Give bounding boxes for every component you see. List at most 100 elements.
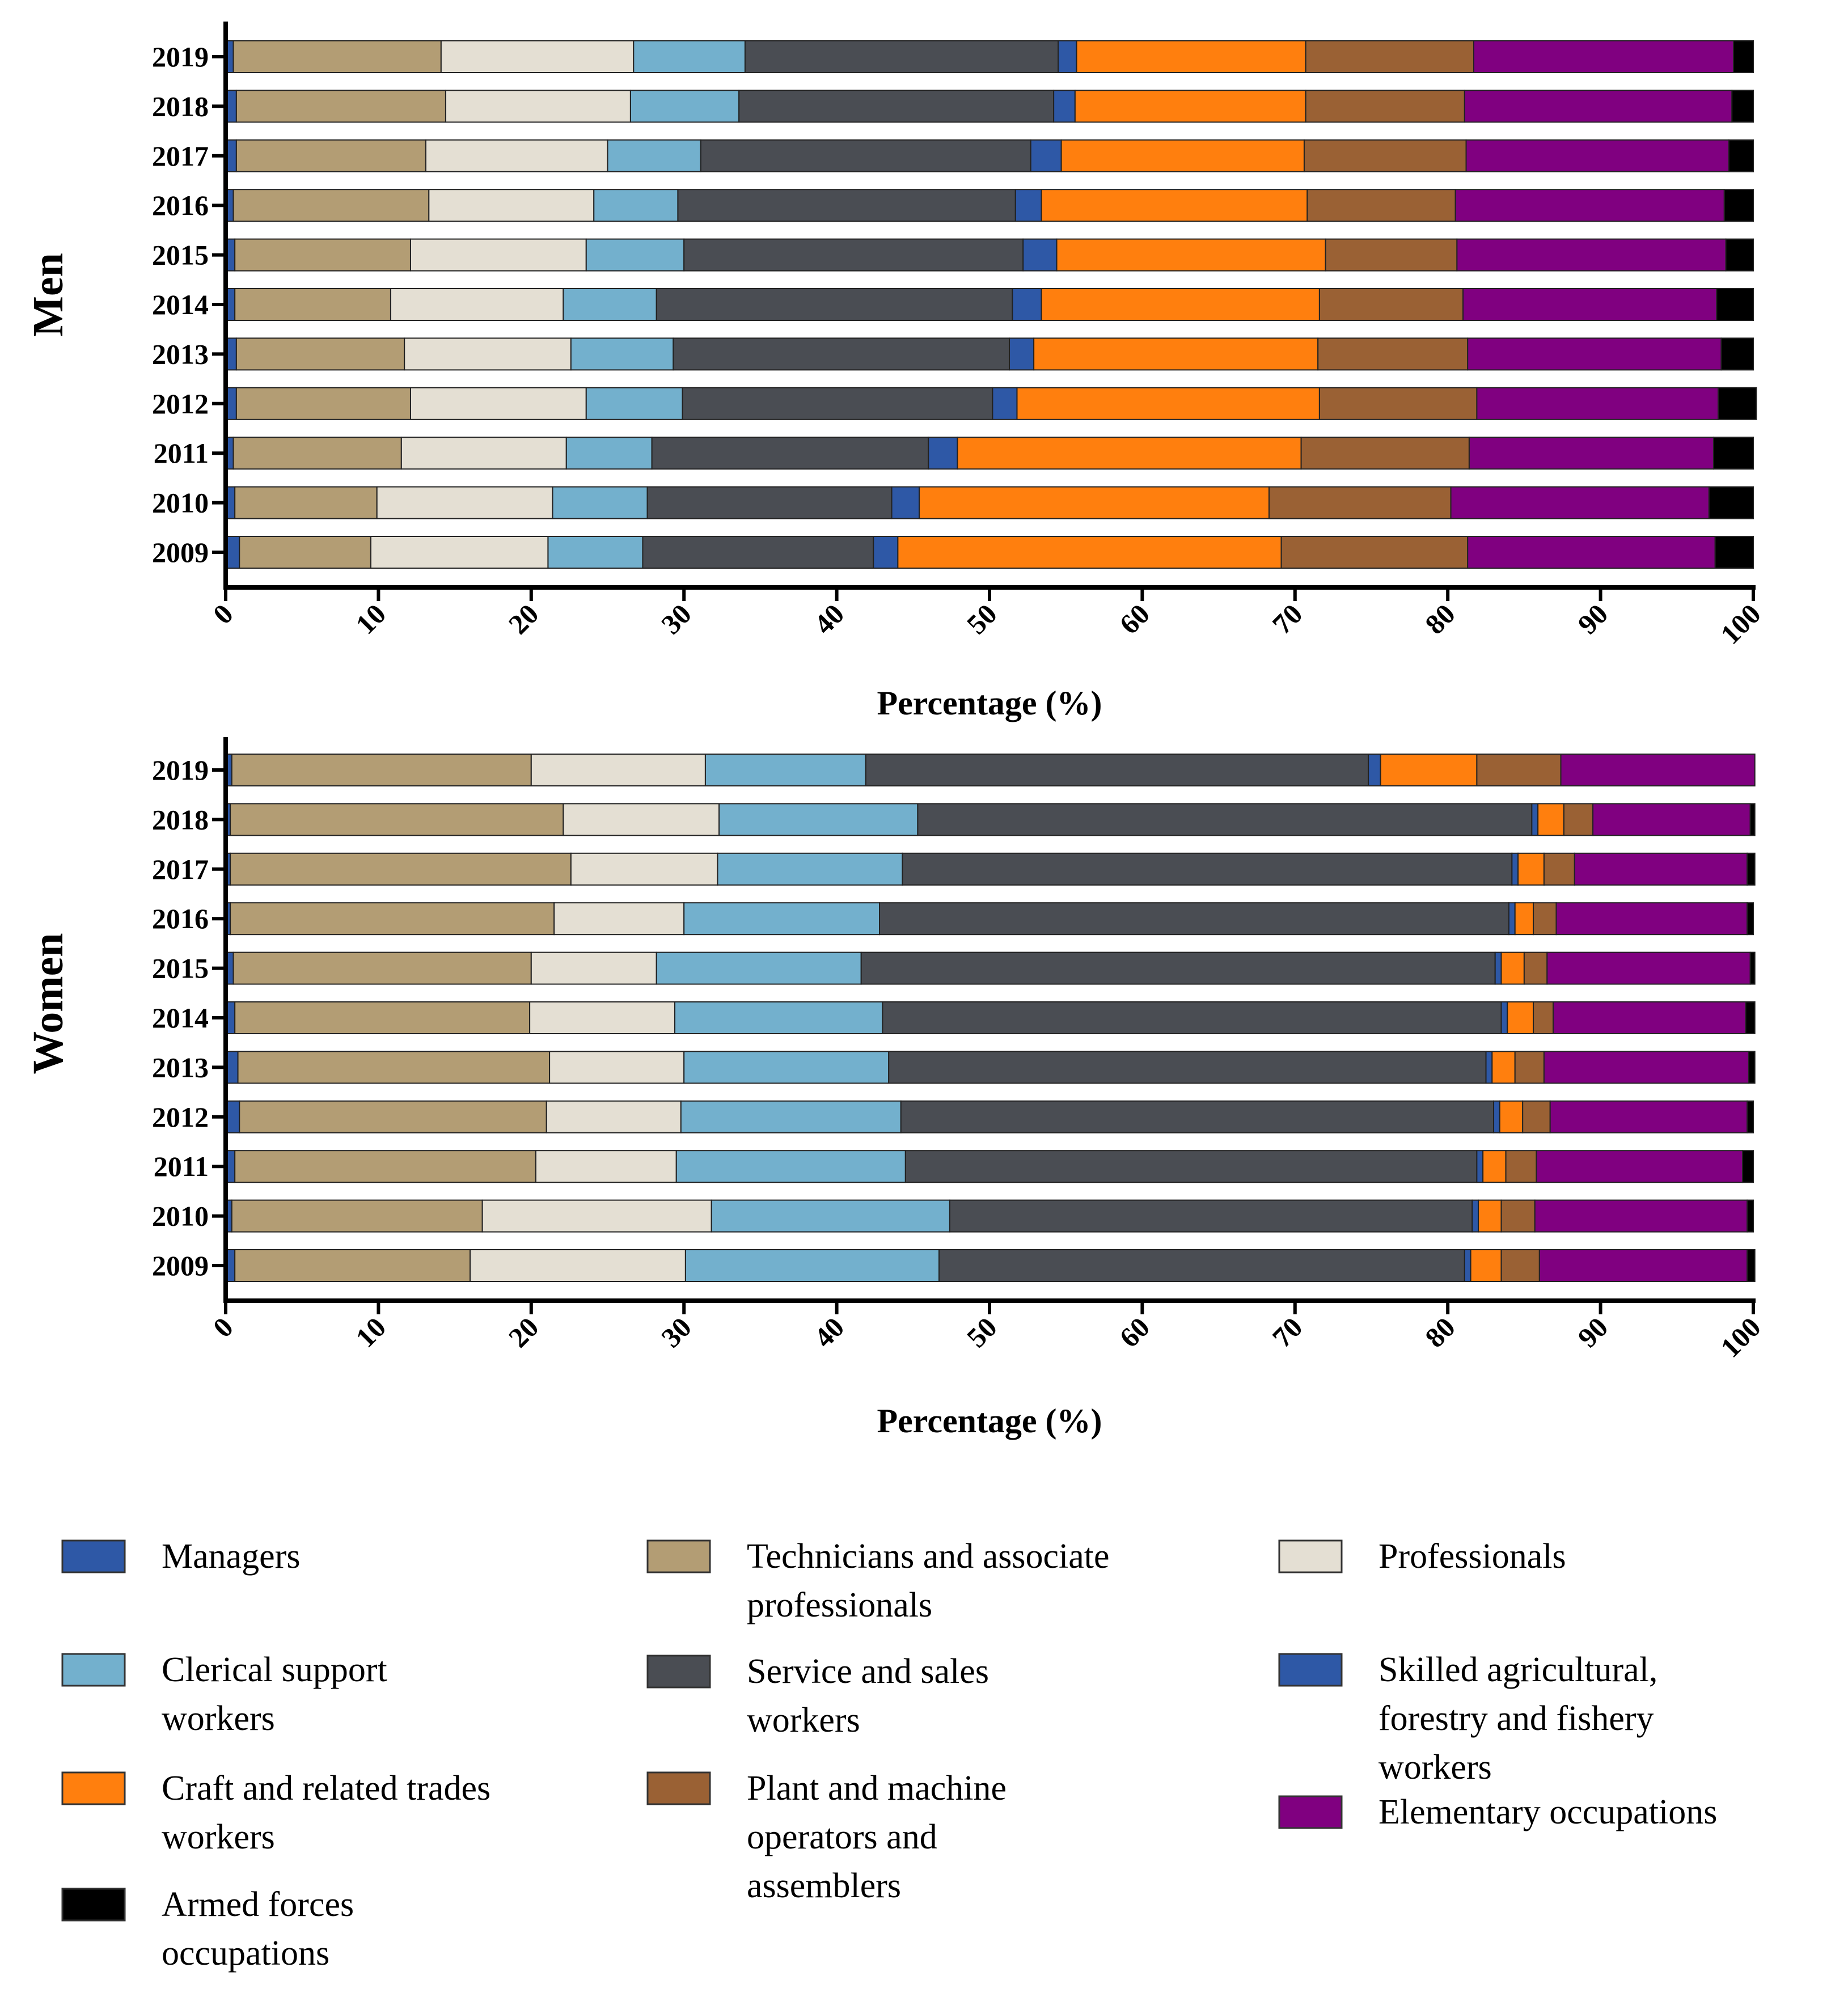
bar-segment-plant-and-machine-operators-and-assemblers	[1306, 189, 1456, 222]
legend-swatch	[61, 1771, 126, 1805]
bar-segment-skilled-agricultural-forestry-and-fishery-workers	[1014, 189, 1042, 222]
legend-label: Plant and machine	[747, 1769, 1007, 1808]
bar-segment-clerical-support-workers	[704, 754, 866, 786]
bar-segment-professionals	[376, 486, 553, 519]
legend-label: Service and sales	[747, 1652, 989, 1691]
bar-segment-clerical-support-workers	[684, 1249, 940, 1282]
x-tick-label: 100	[1714, 1311, 1767, 1364]
bar-segment-clerical-support-workers	[718, 803, 919, 836]
x-tick-label: 50	[961, 1311, 1003, 1353]
bar-row-2010	[225, 1199, 1754, 1233]
bar-segment-service-and-sales-workers	[744, 40, 1059, 73]
legend-label: workers	[747, 1701, 860, 1740]
bar-segment-clerical-support-workers	[629, 90, 740, 123]
x-tick-label: 10	[349, 1311, 392, 1353]
legend-item-elementary-occupations: Elementary occupations	[1278, 1793, 1717, 1831]
y-tick-label: 2010	[152, 487, 209, 519]
bar-segment-plant-and-machine-operators-and-assemblers	[1505, 1150, 1537, 1183]
y-tick-label: 2012	[152, 1101, 209, 1133]
bar-segment-elementary-occupations	[1476, 387, 1719, 420]
bar-segment-service-and-sales-workers	[646, 486, 893, 519]
bar-segment-skilled-agricultural-forestry-and-fishery-workers	[1508, 902, 1516, 936]
bar-segment-technicians-and-associate-professionals	[232, 951, 532, 985]
bar-segment-elementary-occupations	[1468, 437, 1714, 470]
bar-segment-armed-forces-occupations	[1749, 951, 1756, 985]
bar-row-2010	[225, 486, 1754, 519]
bar-segment-technicians-and-associate-professionals	[234, 486, 378, 519]
x-tick-label: 70	[1266, 598, 1309, 640]
bar-segment-armed-forces-occupations	[1749, 803, 1756, 836]
y-tick-label: 2019	[152, 754, 209, 786]
bar-segment-professionals	[563, 803, 720, 836]
y-tick-label: 2016	[152, 189, 209, 221]
bar-segment-skilled-agricultural-forestry-and-fishery-workers	[1009, 337, 1035, 371]
legend-label: Managers	[162, 1537, 300, 1576]
y-tick-label: 2014	[152, 289, 209, 320]
bar-segment-professionals	[409, 387, 587, 420]
bar-segment-craft-and-related-trades-workers	[897, 536, 1282, 569]
bar-segment-elementary-occupations	[1462, 288, 1718, 321]
bar-segment-plant-and-machine-operators-and-assemblers	[1305, 40, 1474, 73]
legend: Managers Technicians and associate profess…	[61, 1537, 1717, 1973]
bar-segment-professionals	[370, 536, 549, 569]
x-axis-title: Percentage (%)	[877, 684, 1102, 722]
y-tick-label: 2017	[152, 140, 209, 172]
bar-row-2013	[225, 1051, 1756, 1084]
legend-item-service-and-sales-workers: Service and sales workers	[646, 1652, 989, 1740]
bar-segment-skilled-agricultural-forestry-and-fishery-workers	[1493, 1100, 1500, 1133]
bar-row-2009	[225, 536, 1754, 569]
bar-segment-armed-forces-occupations	[1723, 189, 1754, 222]
bar-segment-skilled-agricultural-forestry-and-fishery-workers	[928, 437, 958, 470]
bar-segment-skilled-agricultural-forestry-and-fishery-workers	[1022, 238, 1058, 272]
bar-segment-professionals	[428, 189, 595, 222]
bar-segment-technicians-and-associate-professionals	[230, 803, 564, 836]
x-tick-label: 60	[1113, 1311, 1156, 1353]
bar-segment-service-and-sales-workers	[900, 1100, 1495, 1133]
bar-segment-service-and-sales-workers	[879, 902, 1509, 936]
bar-segment-professionals	[535, 1150, 677, 1183]
bar-segment-service-and-sales-workers	[683, 238, 1024, 272]
bar-segment-skilled-agricultural-forestry-and-fishery-workers	[1511, 852, 1519, 886]
bar-segment-craft-and-related-trades-workers	[1507, 1001, 1534, 1034]
bar-segment-service-and-sales-workers	[656, 288, 1013, 321]
bar-segment-plant-and-machine-operators-and-assemblers	[1317, 337, 1469, 371]
bar-segment-clerical-support-workers	[656, 951, 862, 985]
bar-segment-elementary-occupations	[1534, 1199, 1748, 1233]
bar-segment-plant-and-machine-operators-and-assemblers	[1325, 238, 1458, 272]
bar-segment-professionals	[440, 40, 635, 73]
bar-segment-technicians-and-associate-professionals	[234, 288, 391, 321]
bar-segment-technicians-and-associate-professionals	[234, 1150, 536, 1183]
legend-item-managers: Managers	[61, 1537, 300, 1576]
legend-label: Armed forces	[162, 1885, 354, 1924]
bar-segment-clerical-support-workers	[570, 337, 674, 371]
bar-segment-technicians-and-associate-professionals	[232, 40, 442, 73]
bar-segment-elementary-occupations	[1450, 486, 1710, 519]
bar-segment-clerical-support-workers	[674, 1001, 883, 1034]
y-tick-label: 2016	[152, 903, 209, 934]
bar-segment-technicians-and-associate-professionals	[231, 1199, 483, 1233]
bar-segment-service-and-sales-workers	[651, 437, 929, 470]
bar-row-2011	[225, 437, 1754, 470]
bar-segment-service-and-sales-workers	[904, 1150, 1478, 1183]
bar-row-2016	[225, 189, 1754, 222]
bar-segment-armed-forces-occupations	[1732, 40, 1754, 73]
bar-segment-clerical-support-workers	[585, 238, 685, 272]
bar-segment-craft-and-related-trades-workers	[1470, 1249, 1502, 1282]
y-tick-label: 2015	[152, 239, 209, 271]
bar-segment-skilled-agricultural-forestry-and-fishery-workers	[1500, 1001, 1508, 1034]
bar-segment-armed-forces-occupations	[1746, 1249, 1756, 1282]
bar-row-2014	[225, 1001, 1756, 1034]
bar-segment-service-and-sales-workers	[917, 803, 1533, 836]
bar-segment-craft-and-related-trades-workers	[1056, 238, 1326, 272]
x-tick-label: 60	[1113, 598, 1156, 640]
bar-segment-craft-and-related-trades-workers	[1076, 40, 1306, 73]
bar-segment-professionals	[470, 1249, 686, 1282]
legend-label: workers	[1378, 1748, 1492, 1787]
bar-segment-plant-and-machine-operators-and-assemblers	[1533, 902, 1557, 936]
legend-item-clerical-support-workers: Clerical support workers	[61, 1651, 387, 1738]
bar-segment-skilled-agricultural-forestry-and-fishery-workers	[1012, 288, 1042, 321]
bar-segment-professionals	[553, 902, 685, 936]
bar-segment-plant-and-machine-operators-and-assemblers	[1533, 1001, 1554, 1034]
bar-segment-clerical-support-workers	[607, 139, 701, 172]
